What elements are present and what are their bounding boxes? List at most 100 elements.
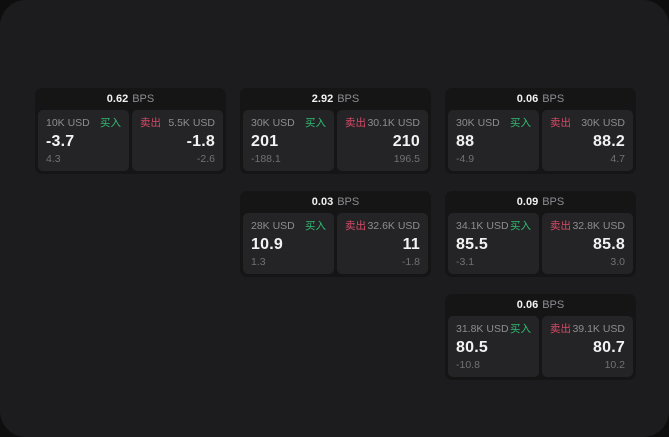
buy-tile-header: 28K USD 买入 <box>251 220 326 232</box>
buy-delta: 4.3 <box>46 153 61 165</box>
sell-label: 卖出 <box>550 117 571 129</box>
sell-size: 32.6K USD <box>367 220 420 232</box>
sell-tile-header: 卖出 39.1K USD <box>550 323 625 335</box>
buy-tile-header: 10K USD 买入 <box>46 117 121 129</box>
spread-header: 0.09 BPS <box>445 191 636 213</box>
buy-size: 34.1K USD <box>456 220 509 232</box>
buy-label: 买入 <box>305 117 326 129</box>
sell-delta: 4.7 <box>610 153 625 165</box>
buy-label: 买入 <box>510 117 531 129</box>
spread-unit: BPS <box>542 93 565 105</box>
buy-delta: -4.9 <box>456 153 475 165</box>
sell-size: 32.8K USD <box>572 220 625 232</box>
sell-label: 卖出 <box>140 117 161 129</box>
buy-label: 买入 <box>305 220 326 232</box>
sell-delta: 196.5 <box>393 153 420 165</box>
quote-card: 0.62 BPS 10K USD 买入 -3.7 4.3 卖出 5.5K USD <box>35 88 226 174</box>
buy-price: 80.5 <box>456 339 488 356</box>
buy-tile[interactable]: 10K USD 买入 -3.7 4.3 <box>38 110 129 171</box>
spread-unit: BPS <box>542 196 565 208</box>
buy-tile-header: 34.1K USD 买入 <box>456 220 531 232</box>
sell-tile-header: 卖出 30.1K USD <box>345 117 420 129</box>
quote-card: 2.92 BPS 30K USD 买入 201 -188.1 卖出 30.1K U… <box>240 88 431 174</box>
sell-tile[interactable]: 卖出 32.8K USD 85.8 3.0 <box>542 213 633 274</box>
buy-size: 28K USD <box>251 220 295 232</box>
spread-value: 0.09 <box>516 196 539 208</box>
sell-label: 卖出 <box>550 220 571 232</box>
buy-label: 买入 <box>100 117 121 129</box>
sell-price: 210 <box>392 133 420 150</box>
buy-size: 30K USD <box>251 117 295 129</box>
buy-delta: -3.1 <box>456 256 475 268</box>
sell-size: 39.1K USD <box>572 323 625 335</box>
sell-price: -1.8 <box>186 133 215 150</box>
buy-tile[interactable]: 31.8K USD 买入 80.5 -10.8 <box>448 316 539 377</box>
spread-unit: BPS <box>132 93 155 105</box>
spread-value: 0.06 <box>516 93 539 105</box>
spread-value: 0.03 <box>311 196 334 208</box>
buy-tile[interactable]: 28K USD 买入 10.9 1.3 <box>243 213 334 274</box>
sell-tile-header: 卖出 30K USD <box>550 117 625 129</box>
spread-value: 0.62 <box>106 93 129 105</box>
buy-tile-header: 30K USD 买入 <box>251 117 326 129</box>
sell-size: 30.1K USD <box>367 117 420 129</box>
sell-price: 80.7 <box>593 339 625 356</box>
buy-tile[interactable]: 30K USD 买入 88 -4.9 <box>448 110 539 171</box>
sell-tile-header: 卖出 32.8K USD <box>550 220 625 232</box>
sell-size: 5.5K USD <box>168 117 215 129</box>
spread-header: 0.62 BPS <box>35 88 226 110</box>
spread-value: 0.06 <box>516 299 539 311</box>
buy-price: 85.5 <box>456 236 488 253</box>
quotes-grid: 0.62 BPS 10K USD 买入 -3.7 4.3 卖出 5.5K USD <box>35 88 636 380</box>
quote-card: 0.03 BPS 28K USD 买入 10.9 1.3 卖出 32.6K USD <box>240 191 431 277</box>
spread-unit: BPS <box>542 299 565 311</box>
sell-delta: 10.2 <box>604 359 625 371</box>
quote-card: 0.06 BPS 30K USD 买入 88 -4.9 卖出 30K USD <box>445 88 636 174</box>
sell-tile[interactable]: 卖出 32.6K USD 11 -1.8 <box>337 213 428 274</box>
buy-tile-header: 30K USD 买入 <box>456 117 531 129</box>
spread-value: 2.92 <box>311 93 334 105</box>
buy-size: 31.8K USD <box>456 323 509 335</box>
sell-tile[interactable]: 卖出 30.1K USD 210 196.5 <box>337 110 428 171</box>
buy-delta: -10.8 <box>456 359 480 371</box>
buy-price: 88 <box>456 133 475 150</box>
buy-tile[interactable]: 34.1K USD 买入 85.5 -3.1 <box>448 213 539 274</box>
quote-tiles: 28K USD 买入 10.9 1.3 卖出 32.6K USD 11 -1.8 <box>240 213 431 277</box>
spread-header: 0.06 BPS <box>445 88 636 110</box>
sell-label: 卖出 <box>550 323 571 335</box>
sell-price: 11 <box>402 236 420 253</box>
quote-tiles: 30K USD 买入 201 -188.1 卖出 30.1K USD 210 1… <box>240 110 431 174</box>
sell-label: 卖出 <box>345 220 366 232</box>
sell-tile-header: 卖出 32.6K USD <box>345 220 420 232</box>
buy-price: 201 <box>251 133 279 150</box>
sell-price: 88.2 <box>593 133 625 150</box>
quote-card: 0.06 BPS 31.8K USD 买入 80.5 -10.8 卖出 39.1K… <box>445 294 636 380</box>
sell-tile-header: 卖出 5.5K USD <box>140 117 215 129</box>
buy-delta: -188.1 <box>251 153 281 165</box>
quote-tiles: 30K USD 买入 88 -4.9 卖出 30K USD 88.2 4.7 <box>445 110 636 174</box>
sell-tile[interactable]: 卖出 5.5K USD -1.8 -2.6 <box>132 110 223 171</box>
sell-delta: -1.8 <box>401 256 420 268</box>
spread-header: 0.03 BPS <box>240 191 431 213</box>
buy-delta: 1.3 <box>251 256 266 268</box>
buy-size: 30K USD <box>456 117 500 129</box>
buy-tile[interactable]: 30K USD 买入 201 -188.1 <box>243 110 334 171</box>
sell-delta: -2.6 <box>196 153 215 165</box>
buy-label: 买入 <box>510 323 531 335</box>
spread-unit: BPS <box>337 93 360 105</box>
sell-tile[interactable]: 卖出 39.1K USD 80.7 10.2 <box>542 316 633 377</box>
quote-card: 0.09 BPS 34.1K USD 买入 85.5 -3.1 卖出 32.8K … <box>445 191 636 277</box>
spread-unit: BPS <box>337 196 360 208</box>
sell-label: 卖出 <box>345 117 366 129</box>
buy-tile-header: 31.8K USD 买入 <box>456 323 531 335</box>
sell-size: 30K USD <box>581 117 625 129</box>
sell-delta: 3.0 <box>610 256 625 268</box>
spread-header: 0.06 BPS <box>445 294 636 316</box>
spread-header: 2.92 BPS <box>240 88 431 110</box>
sell-tile[interactable]: 卖出 30K USD 88.2 4.7 <box>542 110 633 171</box>
sell-price: 85.8 <box>593 236 625 253</box>
quote-tiles: 34.1K USD 买入 85.5 -3.1 卖出 32.8K USD 85.8… <box>445 213 636 277</box>
buy-price: 10.9 <box>251 236 283 253</box>
buy-label: 买入 <box>510 220 531 232</box>
